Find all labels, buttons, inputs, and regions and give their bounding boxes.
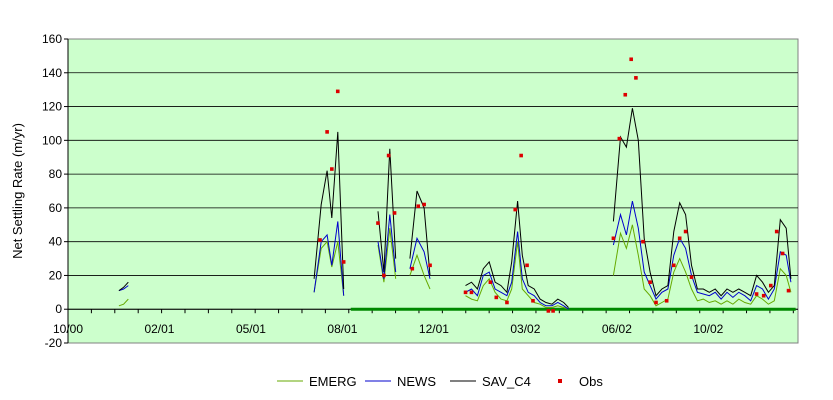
series-line-segment xyxy=(612,200,792,302)
series-line-segment xyxy=(409,236,431,279)
x-tick-label: 10/02 xyxy=(693,322,723,336)
y-tick-label: 40 xyxy=(49,235,63,249)
obs-point xyxy=(416,204,421,208)
obs-point xyxy=(629,57,633,62)
obs-point xyxy=(654,300,658,305)
x-tick-label: 06/02 xyxy=(602,322,632,336)
legend-item-emerg: EMERG xyxy=(277,374,357,389)
y-tick-label: -20 xyxy=(45,336,63,350)
series-line-segment xyxy=(118,281,129,292)
x-axis: 10/00 02/01 05/01 08/01 12/01 03/02 06/02 10/02 xyxy=(53,308,798,336)
legend-label: SAV_C4 xyxy=(482,374,531,389)
plot-area xyxy=(67,38,799,344)
series-line-segment xyxy=(313,221,345,296)
obs-point xyxy=(422,202,426,207)
series-sav-c4 xyxy=(118,108,792,308)
legend-label: Obs xyxy=(579,374,603,389)
y-tick-label: 120 xyxy=(42,100,62,114)
obs-point xyxy=(505,300,509,305)
obs-point xyxy=(768,283,773,288)
obs-point xyxy=(325,130,329,134)
series-line-segment xyxy=(612,108,792,297)
obs-point xyxy=(513,207,518,212)
y-axis-title: Net Settling Rate (m/yr) xyxy=(10,123,25,259)
y-axis: -20 0 20 40 60 80 100 120 140 160 xyxy=(42,32,69,350)
obs-point xyxy=(392,211,397,215)
series-line-segment xyxy=(118,298,129,307)
obs-point xyxy=(318,238,322,242)
series-line-segment xyxy=(377,228,397,283)
obs-point xyxy=(648,280,652,284)
y-tick-label: 160 xyxy=(42,32,62,46)
x-tick-label: 12/01 xyxy=(419,322,449,336)
y-tick-label: 60 xyxy=(49,201,63,215)
obs-point xyxy=(683,229,688,234)
obs-point xyxy=(617,136,622,141)
obs-point xyxy=(754,292,759,296)
series-line-segment xyxy=(465,241,569,310)
obs-point xyxy=(761,293,766,298)
y-tick-label: 100 xyxy=(42,133,62,147)
obs-point xyxy=(376,221,380,225)
obs-point xyxy=(382,273,386,278)
legend-item-news: NEWS xyxy=(365,374,436,389)
x-tick-label: 03/02 xyxy=(510,322,540,336)
obs-point xyxy=(525,263,529,268)
y-tick-label: 20 xyxy=(49,268,63,282)
y-tick-label: 140 xyxy=(42,66,62,80)
series-line-segment xyxy=(612,224,792,307)
obs-point xyxy=(634,76,638,80)
series-emerg xyxy=(118,224,792,310)
obs-point xyxy=(341,260,346,264)
obs-point xyxy=(428,263,432,268)
obs-point xyxy=(488,280,493,284)
obs-point xyxy=(519,153,523,158)
obs-point xyxy=(335,89,340,94)
obs-point xyxy=(546,309,551,313)
series-line-segment xyxy=(409,253,431,290)
obs-point xyxy=(774,229,779,234)
obs-point xyxy=(410,266,415,271)
obs-point xyxy=(664,298,669,303)
obs-point xyxy=(780,251,785,256)
series-line-segment xyxy=(409,190,431,276)
obs-point xyxy=(671,263,676,268)
x-tick-label: 02/01 xyxy=(144,322,174,336)
obs-point xyxy=(641,239,645,244)
gridlines xyxy=(68,72,798,310)
obs-point xyxy=(531,298,535,303)
x-tick-label: 05/01 xyxy=(236,322,266,336)
legend-swatch xyxy=(558,379,562,383)
obs-point xyxy=(463,290,468,295)
y-tick-label: 80 xyxy=(49,167,63,181)
series-line-segment xyxy=(465,231,569,310)
series-layer xyxy=(118,57,796,313)
series-line-segment xyxy=(377,214,397,279)
legend: EMERG NEWS SAV_C4 Obs xyxy=(277,374,603,389)
obs-point xyxy=(677,236,682,241)
series-obs xyxy=(318,57,791,313)
x-tick-label: 08/01 xyxy=(327,322,357,336)
legend-item-sav-c4: SAV_C4 xyxy=(450,374,531,389)
x-tick-label: 10/00 xyxy=(53,322,83,336)
legend-label: EMERG xyxy=(309,374,357,389)
obs-point xyxy=(611,236,616,241)
legend-label: NEWS xyxy=(397,374,436,389)
obs-point xyxy=(386,153,391,158)
legend-item-obs: Obs xyxy=(558,374,603,389)
obs-point xyxy=(551,309,555,313)
series-line-segment xyxy=(313,240,345,296)
obs-point xyxy=(689,275,694,279)
obs-point xyxy=(786,288,791,293)
y-tick-label: 0 xyxy=(55,302,62,316)
obs-point xyxy=(469,290,474,295)
series-line-segment xyxy=(465,201,569,308)
obs-point xyxy=(623,92,628,97)
obs-point xyxy=(330,167,334,171)
series-line-segment xyxy=(313,131,345,290)
obs-point xyxy=(494,295,499,300)
series-line-segment xyxy=(377,148,397,273)
